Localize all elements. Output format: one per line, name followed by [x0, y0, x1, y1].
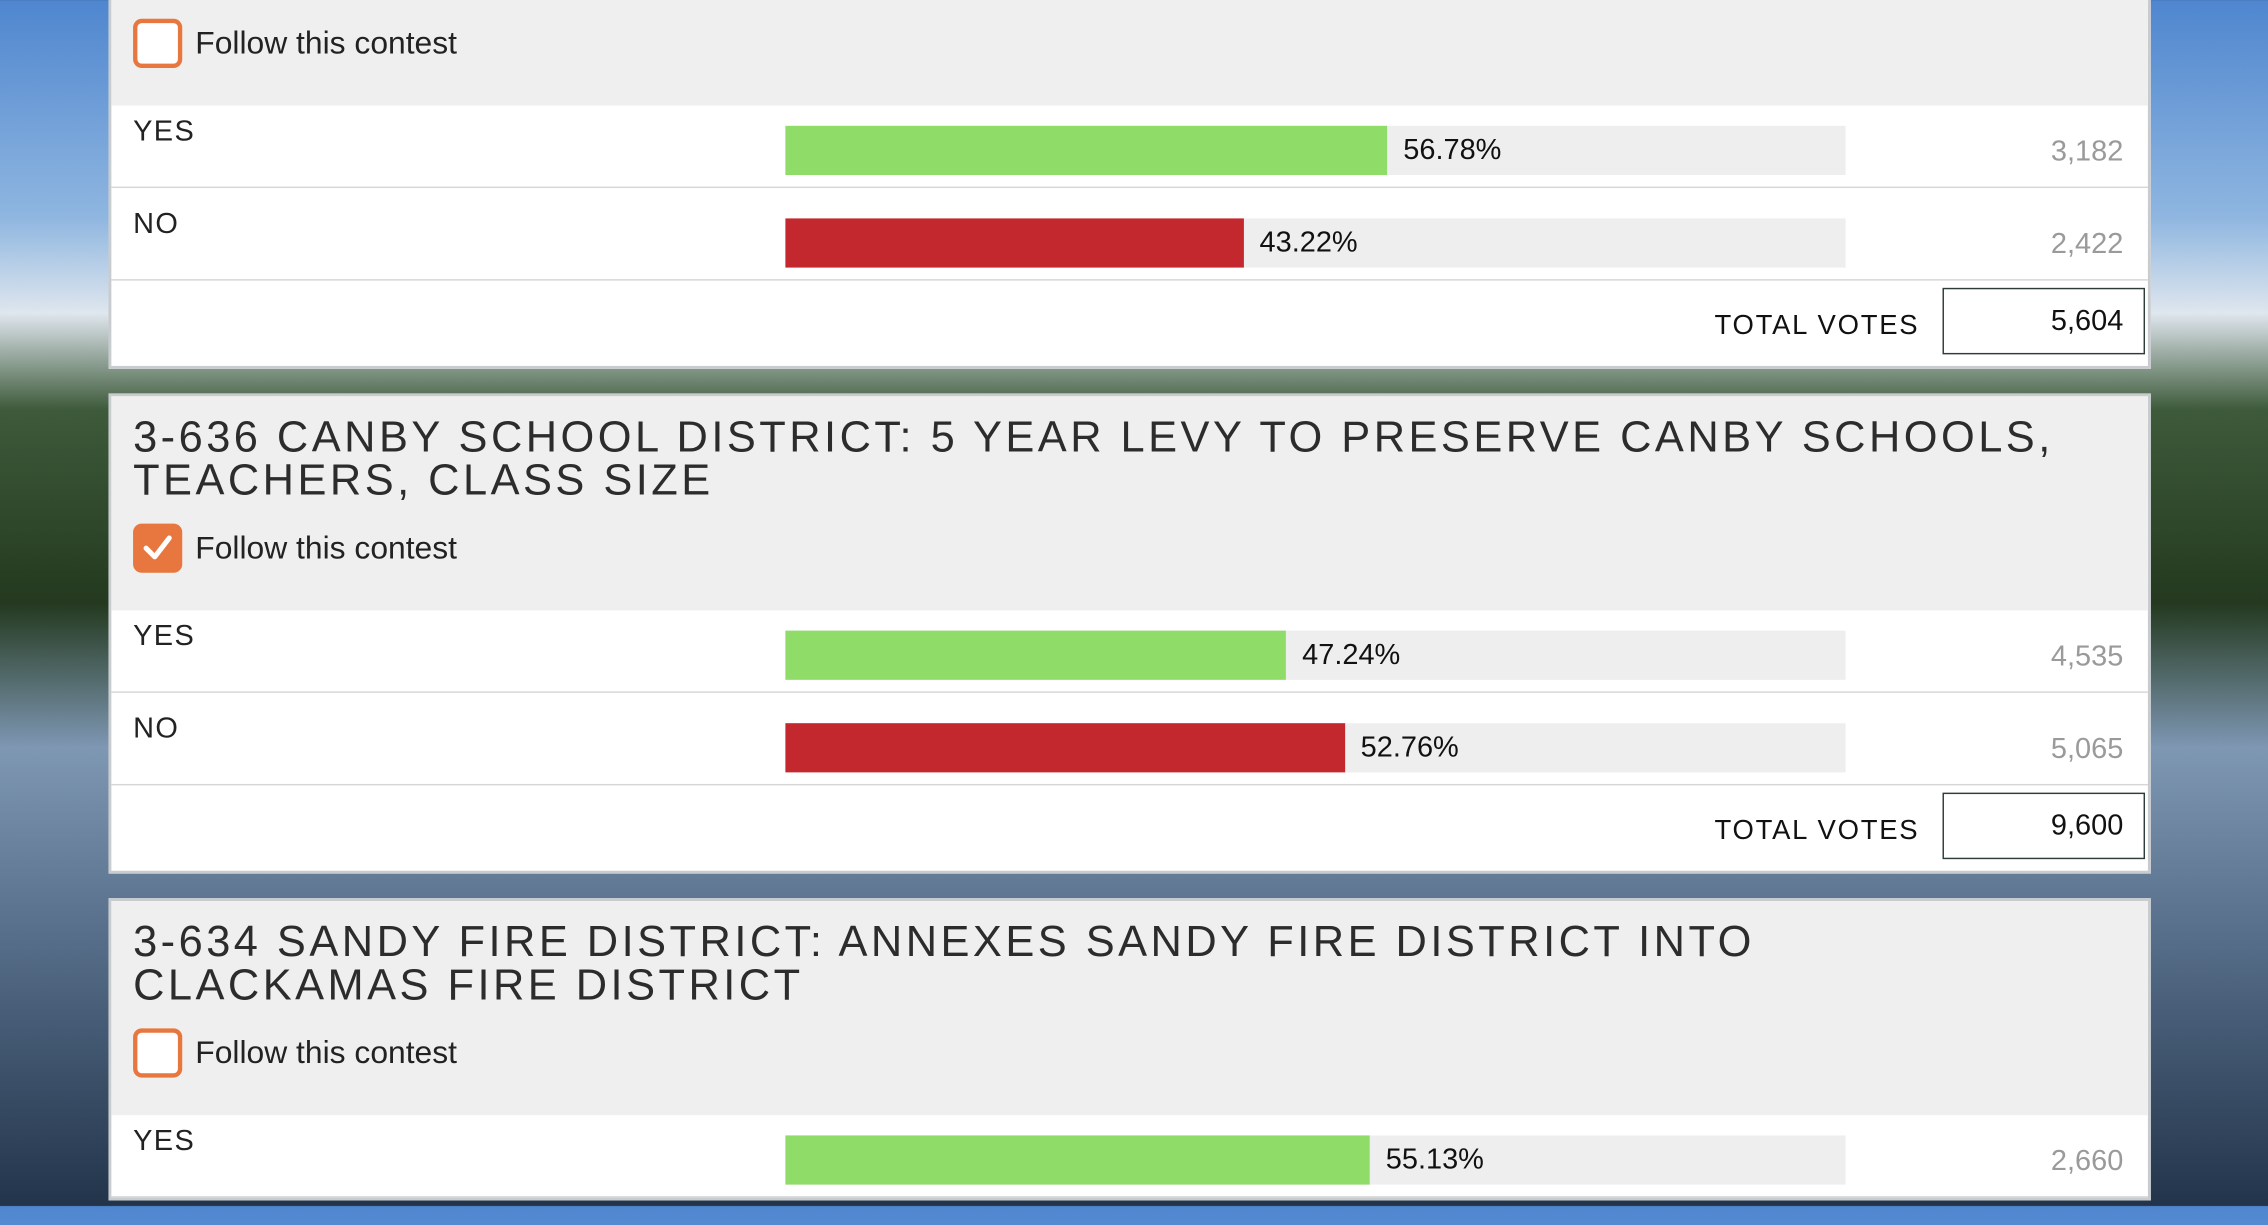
follow-label[interactable]: Follow this contest	[195, 24, 458, 61]
choice-row: NO 43.22% 2,422	[111, 188, 2148, 281]
percent-bar	[785, 723, 1345, 773]
follow-checkbox[interactable]	[133, 18, 183, 68]
percent-label: 47.24%	[1302, 639, 1401, 672]
choice-row: NO 52.76% 5,065	[111, 693, 2148, 786]
total-value: 9,600	[1942, 792, 2146, 860]
percent-label: 55.13%	[1385, 1144, 1484, 1176]
choice-label: NO	[133, 713, 180, 745]
contest-header: Follow this contest	[111, 0, 2148, 106]
percent-label: 52.76%	[1360, 731, 1459, 764]
total-value: 5,604	[1942, 287, 2146, 355]
percent-bar	[785, 125, 1388, 176]
percent-bar	[785, 1135, 1370, 1185]
follow-checkbox[interactable]	[133, 1028, 183, 1078]
choice-row: YES 55.13% 2,660	[111, 1115, 2148, 1198]
choice-label: YES	[133, 620, 196, 653]
percent-label: 56.78%	[1403, 134, 1502, 167]
percent-bar	[785, 218, 1244, 268]
bar-track: 56.78%	[785, 125, 1846, 176]
choice-label: YES	[133, 115, 196, 148]
percent-label: 43.22%	[1259, 227, 1358, 259]
total-label: TOTAL VOTES	[1714, 310, 1920, 342]
choice-row: YES 56.78% 3,182	[111, 106, 2148, 189]
bar-track: 43.22%	[785, 218, 1846, 268]
contest-panel: 3-634 SANDY FIRE DISTRICT: ANNEXES SANDY…	[108, 898, 2151, 1201]
contest-title: 3-636 CANBY SCHOOL DISTRICT: 5 YEAR LEVY…	[133, 413, 2054, 505]
total-row: TOTAL VOTES 5,604	[111, 281, 2148, 366]
contest-header: 3-636 CANBY SCHOOL DISTRICT: 5 YEAR LEVY…	[111, 396, 2148, 611]
total-row: TOTAL VOTES 9,600	[111, 785, 2148, 870]
follow-toggle[interactable]: Follow this contest	[133, 18, 2126, 68]
vote-count: 2,660	[2050, 1145, 2124, 1178]
contest-title: 3-634 SANDY FIRE DISTRICT: ANNEXES SANDY…	[133, 918, 1755, 1010]
follow-label[interactable]: Follow this contest	[195, 529, 458, 566]
total-label: TOTAL VOTES	[1714, 815, 1920, 847]
choice-row: YES 47.24% 4,535	[111, 610, 2148, 693]
check-icon	[143, 535, 172, 560]
contest-header: 3-634 SANDY FIRE DISTRICT: ANNEXES SANDY…	[111, 901, 2148, 1116]
follow-toggle[interactable]: Follow this contest	[133, 523, 2126, 573]
vote-count: 3,182	[2050, 135, 2124, 168]
vote-count: 4,535	[2050, 640, 2124, 673]
contest-panel: Follow this contest YES 56.78% 3,182 NO 43.22…	[108, 0, 2151, 369]
contest-list: Follow this contest YES 56.78% 3,182 NO 43.22…	[108, 0, 2151, 1225]
follow-label[interactable]: Follow this contest	[195, 1034, 458, 1071]
bar-track: 47.24%	[785, 630, 1846, 680]
vote-count: 5,065	[2050, 733, 2124, 766]
bar-track: 55.13%	[785, 1135, 1846, 1185]
vote-count: 2,422	[2050, 228, 2124, 261]
follow-toggle[interactable]: Follow this contest	[133, 1028, 2126, 1078]
percent-bar	[785, 630, 1287, 680]
follow-checkbox[interactable]	[133, 523, 183, 573]
contest-panel: 3-636 CANBY SCHOOL DISTRICT: 5 YEAR LEVY…	[108, 393, 2151, 874]
choice-label: YES	[133, 1125, 196, 1158]
bar-track: 52.76%	[785, 723, 1846, 773]
choice-label: NO	[133, 208, 180, 241]
